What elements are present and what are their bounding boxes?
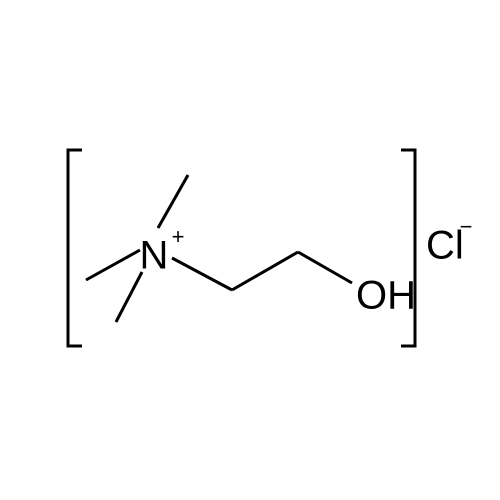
atom-chloride: Cl bbox=[426, 224, 464, 268]
atom-hydroxyl: OH bbox=[356, 274, 416, 318]
bond-C2_O bbox=[298, 252, 352, 283]
bond-C1_C2 bbox=[232, 252, 298, 290]
atom-nitrogen: N bbox=[140, 234, 169, 278]
chloride-charge: − bbox=[460, 214, 473, 239]
bonds-group bbox=[86, 175, 352, 322]
bond-N_left bbox=[86, 250, 140, 280]
bond-N_up bbox=[158, 175, 188, 228]
bond-N_C1 bbox=[172, 258, 232, 290]
nitrogen-charge: + bbox=[172, 224, 185, 249]
bond-N_down bbox=[116, 272, 142, 322]
bracket-left bbox=[68, 150, 82, 346]
